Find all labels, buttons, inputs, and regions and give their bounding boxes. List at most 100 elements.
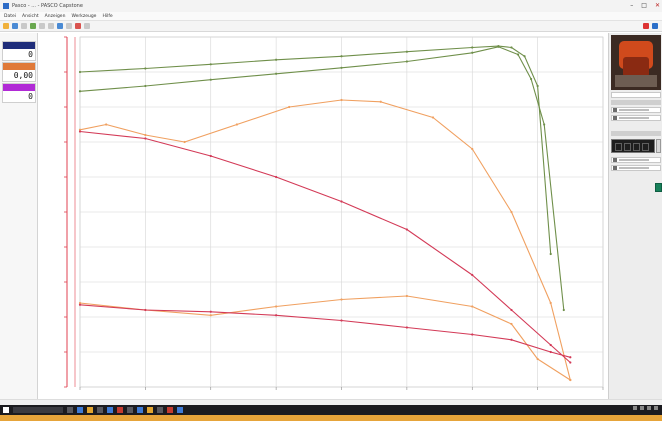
file-explorer-icon[interactable] [87, 407, 93, 413]
sensor-photo [611, 35, 661, 90]
windows-start-icon[interactable] [3, 407, 9, 413]
minimize-icon[interactable]: – [630, 2, 634, 9]
menu-item-file[interactable]: Datei [4, 13, 17, 19]
data-point [549, 350, 552, 354]
print-icon[interactable] [21, 23, 27, 29]
data-point [78, 301, 82, 305]
data-point [510, 46, 513, 49]
data-point [209, 78, 212, 81]
store-icon[interactable] [97, 407, 103, 413]
data-point [405, 326, 408, 329]
series-line-4 [79, 130, 571, 363]
network-icon[interactable] [633, 406, 637, 410]
data-point [144, 84, 147, 88]
menu-item-view[interactable]: Ansicht [22, 13, 39, 19]
data-point [562, 308, 565, 312]
data-point [516, 53, 520, 56]
data-point [471, 273, 474, 277]
data-point [510, 210, 513, 214]
window-controls: – □ ✕ [630, 2, 660, 9]
sensor-option-3[interactable] [611, 157, 661, 163]
meter-2-value: 0,00 [13, 71, 33, 80]
data-point [471, 147, 474, 151]
taskbar [0, 405, 662, 415]
sensor-option-4[interactable] [611, 165, 661, 171]
delete-icon[interactable] [75, 23, 81, 29]
data-point [549, 343, 552, 347]
data-point [405, 294, 408, 298]
sample-rate-display[interactable] [611, 139, 655, 153]
menu-item-help[interactable]: Hilfe [102, 13, 113, 19]
data-point [340, 298, 343, 301]
data-point [275, 58, 278, 61]
data-point [379, 100, 382, 103]
close-icon[interactable]: ✕ [654, 2, 660, 9]
task-view-icon[interactable] [67, 407, 73, 413]
data-point [405, 228, 408, 231]
meter-3-value: 0 [28, 92, 33, 101]
sensor-option-1[interactable] [611, 107, 661, 113]
help-icon[interactable] [652, 23, 658, 29]
data-point [405, 50, 408, 53]
data-point [510, 308, 513, 312]
data-point [275, 72, 278, 75]
app-icon-4[interactable] [157, 407, 163, 413]
data-point [549, 301, 552, 305]
meter-2[interactable]: 0,00 [2, 62, 36, 82]
data-point [78, 70, 82, 74]
select-icon[interactable] [57, 23, 63, 29]
data-point [529, 77, 533, 81]
data-point [78, 128, 82, 131]
save-icon[interactable] [12, 23, 18, 29]
data-point [340, 319, 343, 322]
data-point [209, 63, 212, 66]
data-point [275, 314, 278, 317]
meter-2-header [3, 63, 35, 70]
taskbar-search[interactable] [13, 407, 63, 413]
mail-icon[interactable] [107, 407, 113, 413]
meter-panel: 0 0,00 0 [0, 33, 38, 399]
data-point [275, 175, 278, 179]
data-point [105, 123, 108, 126]
zoom-icon[interactable] [39, 23, 45, 29]
app-icon-3[interactable] [147, 407, 153, 413]
record-icon[interactable] [30, 23, 36, 29]
battery-icon[interactable] [647, 406, 651, 410]
status-bar [0, 399, 662, 405]
open-folder-icon[interactable] [3, 23, 9, 29]
data-point [543, 123, 546, 126]
app-icon-2[interactable] [137, 407, 143, 413]
office-icon[interactable] [117, 407, 123, 413]
maximize-icon[interactable]: □ [641, 2, 647, 9]
graph-area[interactable] [38, 33, 608, 399]
data-point [405, 60, 408, 63]
menu-item-display[interactable]: Anzeigen [44, 13, 66, 19]
annotation-icon[interactable] [66, 23, 72, 29]
sensor-option-2[interactable] [611, 115, 661, 121]
notification-icon[interactable] [654, 406, 658, 410]
data-point [431, 116, 435, 119]
expand-button[interactable] [655, 183, 662, 192]
meter-1[interactable]: 0 [2, 41, 36, 61]
line-chart[interactable] [38, 33, 608, 399]
capstone-taskbar-icon[interactable] [177, 407, 183, 413]
rate-spinner[interactable] [656, 139, 661, 153]
menu-item-tools[interactable]: Werkzeuge [71, 13, 97, 19]
scale-icon[interactable] [48, 23, 54, 29]
settings-icon[interactable] [84, 23, 90, 29]
meter-3[interactable]: 0 [2, 83, 36, 103]
data-point [497, 45, 500, 48]
stop-icon[interactable] [643, 23, 649, 29]
window-title: Pasco - ... - PASCO Capstone [12, 3, 83, 9]
app-icon-5[interactable] [167, 407, 173, 413]
data-point [209, 314, 212, 317]
data-point [471, 305, 474, 308]
data-point [78, 90, 82, 93]
data-point [340, 66, 343, 69]
browser-icon[interactable] [77, 407, 83, 413]
volume-icon[interactable] [640, 406, 644, 410]
series-line-2 [79, 46, 565, 311]
meter-3-header [3, 84, 35, 91]
app-icon-1[interactable] [127, 407, 133, 413]
data-point [569, 361, 572, 364]
